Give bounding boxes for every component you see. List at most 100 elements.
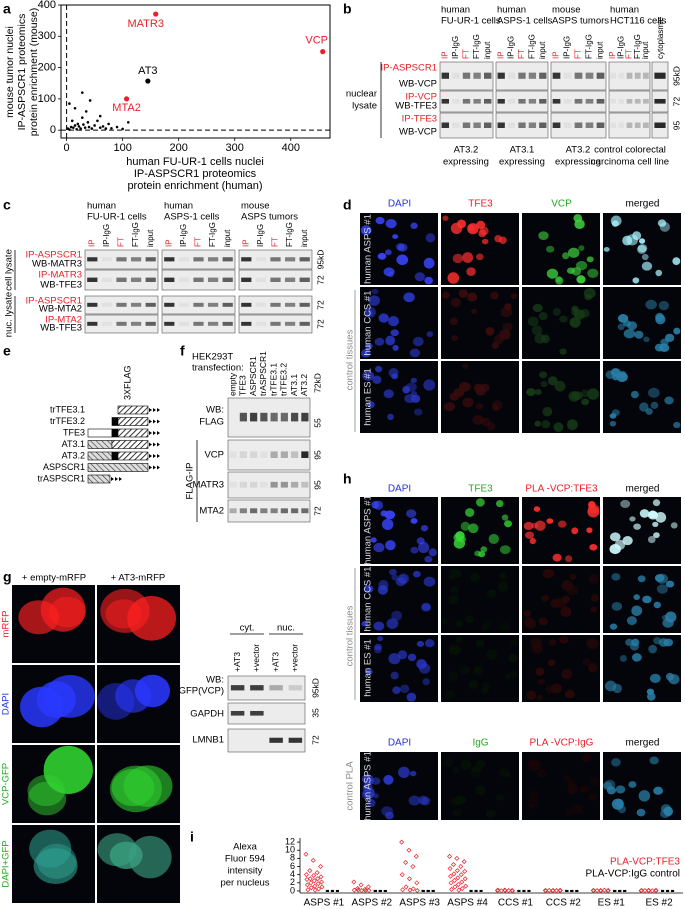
blot-band (574, 122, 583, 128)
panel-label: e (3, 343, 11, 359)
data-point (510, 888, 516, 894)
cell (29, 829, 72, 868)
point (80, 116, 84, 119)
blot-band (539, 98, 547, 104)
cell (553, 422, 564, 433)
point (107, 122, 110, 126)
cell (410, 546, 419, 554)
cell (450, 297, 461, 308)
blot-band (634, 98, 641, 104)
blot-band (145, 257, 156, 262)
ip-label: IP-ASPSCR1 (381, 63, 438, 74)
blot-band (164, 321, 175, 326)
row-label: human CCS #1 (363, 567, 374, 632)
data-point (601, 887, 607, 893)
panel-label: i (190, 829, 194, 845)
y-tick-label: 2 (290, 877, 295, 887)
data-point (319, 884, 325, 890)
y-axis-label: mouse tumor nuclei (4, 26, 16, 118)
blot-band (178, 302, 190, 307)
cell (625, 638, 634, 646)
point (86, 121, 90, 124)
cell (550, 683, 563, 694)
cell (495, 793, 505, 801)
ip-label: FLAG-IP (185, 463, 196, 500)
data-point (495, 887, 501, 893)
cell (475, 785, 487, 796)
cell (480, 546, 488, 553)
blot-band (441, 72, 450, 79)
cell (582, 658, 591, 667)
blot-band (250, 710, 264, 716)
construct-domain (117, 451, 149, 461)
cell (362, 789, 374, 800)
data-point (431, 889, 435, 892)
cell (541, 594, 550, 602)
micrograph (522, 213, 600, 285)
lane-label: IP (87, 239, 96, 247)
data-point (399, 839, 405, 845)
cell (455, 636, 463, 643)
cell (581, 389, 590, 398)
cell (392, 344, 399, 351)
blot-band (462, 122, 471, 128)
blot-band (178, 257, 190, 262)
cell (481, 238, 489, 245)
cell (448, 644, 461, 655)
blot-band (239, 451, 247, 458)
wb-label: WB: (206, 405, 224, 416)
cell (534, 389, 542, 395)
point (93, 124, 96, 127)
cell (665, 672, 674, 681)
data-point (474, 889, 478, 892)
cell (36, 681, 76, 719)
cell (665, 611, 677, 623)
plot-frame (60, 4, 331, 139)
blot-band (116, 257, 127, 262)
blot-band (596, 122, 605, 128)
blot-band (618, 122, 625, 128)
cell (539, 371, 548, 379)
lane-label: IP (608, 51, 617, 59)
data-point (455, 875, 461, 881)
blot-band (528, 72, 537, 79)
data-point (307, 876, 313, 882)
cell (481, 687, 489, 694)
cell (637, 244, 647, 254)
cell (462, 252, 474, 263)
cell (622, 235, 633, 246)
data-point (458, 864, 464, 870)
construct-label: AT3.2 (62, 450, 85, 460)
lane-label: IP-IgG (451, 36, 460, 59)
cell (40, 587, 86, 632)
data-point (311, 872, 317, 878)
blot-band (563, 98, 572, 104)
data-point (661, 889, 665, 892)
blot-band (193, 257, 204, 262)
blot-band (280, 451, 288, 458)
cell (581, 398, 590, 406)
y-tick-label: 400 (38, 0, 56, 11)
point (88, 99, 92, 102)
blot-band (239, 481, 247, 488)
cell (546, 518, 554, 524)
x-tick-label: ASPS #3 (399, 898, 440, 909)
cell (537, 679, 545, 685)
cell (486, 649, 498, 661)
blot-band (291, 508, 299, 514)
cell (490, 291, 499, 300)
flag-tag-mark (157, 431, 160, 435)
point (98, 114, 102, 118)
blot-band (643, 122, 649, 128)
cell (364, 309, 374, 317)
lane-label: IP-IgG (616, 36, 625, 59)
blot-band (299, 321, 310, 326)
cell (454, 795, 466, 806)
data-point (315, 876, 321, 882)
data-point (449, 886, 455, 892)
cell (472, 414, 484, 425)
point (110, 126, 113, 130)
size-marker: 95 (312, 450, 322, 460)
point-label: MTA2 (112, 102, 141, 114)
lane-label: IP-IgG (179, 224, 188, 247)
